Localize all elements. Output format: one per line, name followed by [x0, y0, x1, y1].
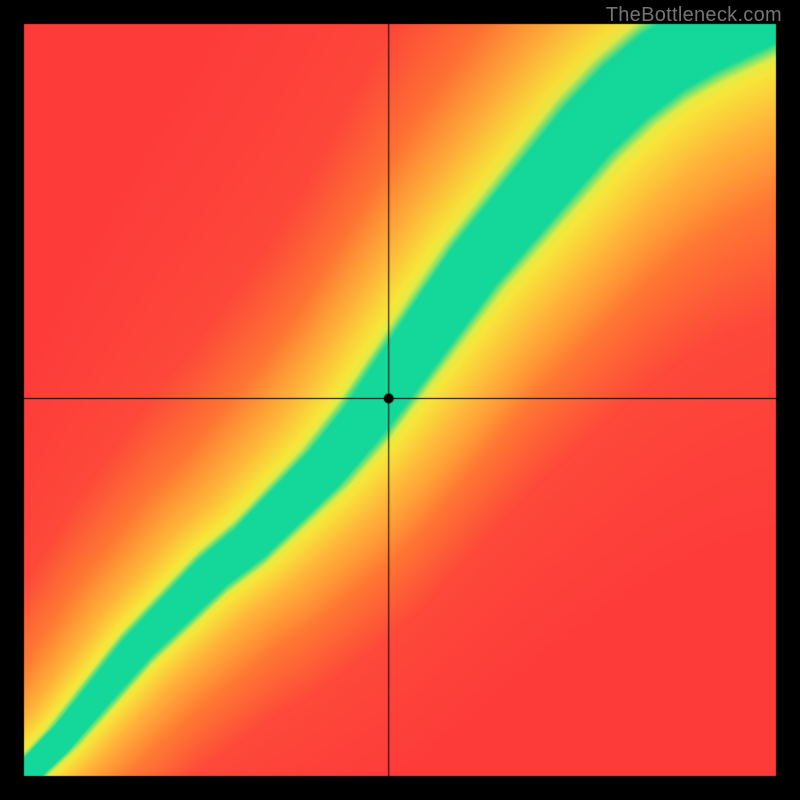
heatmap-canvas — [0, 0, 800, 800]
watermark-text: TheBottleneck.com — [606, 4, 782, 27]
